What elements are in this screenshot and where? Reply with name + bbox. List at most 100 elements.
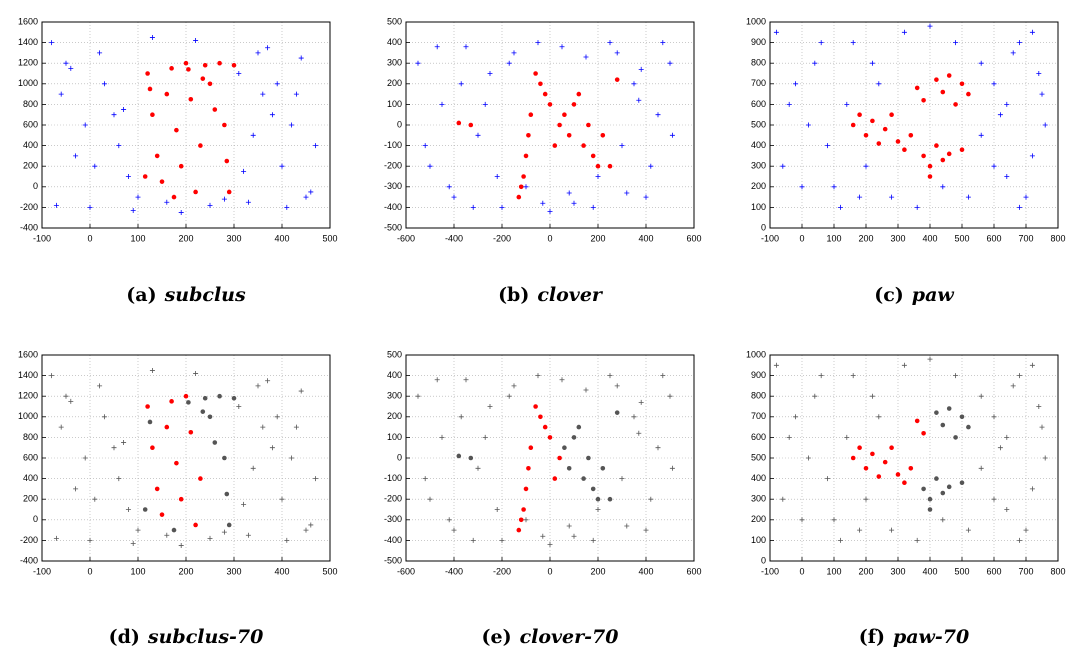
point	[142, 507, 148, 512]
point	[111, 112, 117, 118]
point	[198, 143, 203, 148]
point	[889, 112, 894, 117]
y-tick-label: -400	[20, 222, 38, 232]
point	[526, 133, 531, 138]
point	[427, 163, 433, 169]
point	[581, 143, 586, 148]
point	[655, 445, 661, 451]
x-tick-label: -200	[493, 233, 511, 243]
y-tick-label: 1200	[18, 391, 38, 401]
point	[959, 81, 965, 87]
point	[1004, 507, 1010, 512]
x-tick-label: 100	[826, 233, 841, 243]
point	[308, 522, 314, 528]
point	[226, 522, 232, 528]
point	[494, 507, 500, 512]
point	[82, 455, 88, 461]
point	[559, 377, 565, 383]
y-tick-label: -200	[384, 494, 402, 504]
point	[946, 73, 952, 78]
point	[607, 40, 613, 46]
x-tick-label: 0	[87, 233, 92, 243]
point	[940, 89, 946, 95]
y-tick-label: 300	[751, 161, 766, 171]
point	[427, 496, 433, 502]
caption-label: (a)	[126, 284, 156, 306]
point	[130, 207, 136, 213]
point	[284, 204, 290, 210]
point	[953, 435, 958, 440]
point	[557, 122, 562, 128]
point	[799, 184, 805, 190]
point	[221, 529, 227, 535]
point	[470, 537, 476, 543]
x-tick-label: 200	[590, 566, 605, 576]
point	[914, 418, 920, 424]
point	[511, 383, 517, 389]
y-tick-label: -100	[384, 473, 402, 483]
point	[780, 163, 786, 169]
y-tick-label: -300	[384, 181, 402, 191]
point	[571, 533, 577, 539]
y-tick-label: 0	[33, 181, 38, 191]
caption-title: paw	[912, 284, 955, 306]
point	[499, 204, 505, 210]
point	[934, 410, 939, 415]
y-tick-label: 100	[387, 99, 402, 109]
point	[624, 190, 630, 196]
point	[940, 422, 946, 428]
point	[178, 163, 184, 169]
point	[557, 455, 562, 461]
point	[303, 194, 309, 200]
point	[68, 398, 74, 404]
point	[1039, 424, 1045, 430]
point	[150, 112, 155, 117]
caption-title: clover-70	[520, 626, 619, 648]
x-tick-label: -600	[397, 566, 415, 576]
point	[595, 507, 601, 512]
point	[255, 50, 261, 56]
point	[978, 465, 984, 471]
point	[279, 163, 285, 169]
point	[236, 404, 242, 409]
point	[583, 54, 589, 60]
point	[600, 466, 606, 471]
point	[250, 132, 256, 138]
point	[487, 404, 493, 409]
point	[68, 65, 74, 71]
x-tick-label: 800	[1050, 233, 1065, 243]
y-tick-label: 1000	[18, 78, 38, 88]
point	[142, 174, 148, 179]
point	[458, 414, 464, 420]
point	[631, 414, 637, 420]
point	[831, 184, 837, 190]
point	[631, 81, 637, 87]
point	[978, 132, 984, 138]
caption: (d) subclus-70	[109, 626, 264, 648]
point	[825, 143, 831, 149]
x-tick-label: 700	[1018, 233, 1033, 243]
point	[87, 537, 93, 543]
point	[669, 465, 675, 471]
point	[224, 491, 230, 497]
point	[289, 122, 295, 128]
point	[547, 542, 553, 548]
point	[595, 163, 601, 169]
point	[667, 60, 673, 66]
point	[869, 393, 875, 399]
point	[475, 465, 481, 471]
point	[241, 168, 247, 174]
y-tick-label: 600	[751, 99, 766, 109]
point	[217, 393, 222, 399]
point	[793, 81, 799, 87]
point	[274, 81, 280, 87]
point	[279, 496, 285, 502]
point	[927, 507, 933, 512]
point	[63, 60, 69, 66]
point	[540, 533, 546, 539]
point	[576, 91, 582, 97]
point	[169, 399, 174, 404]
point	[876, 141, 882, 146]
point	[902, 480, 907, 486]
point	[101, 81, 107, 87]
